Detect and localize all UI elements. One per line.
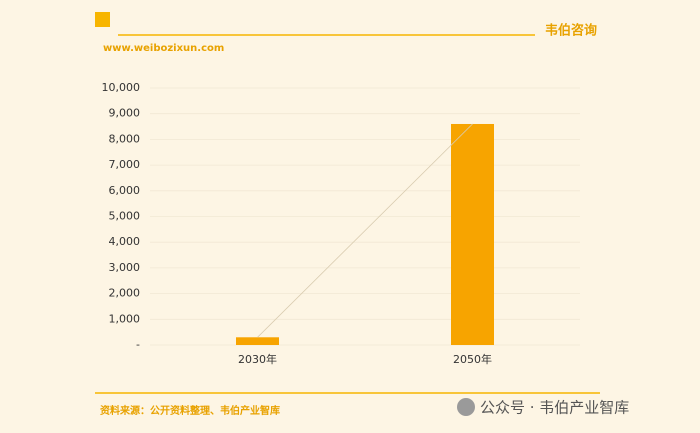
bar: [451, 123, 494, 345]
brand: 韦伯咨询: [545, 23, 597, 39]
watermark: 公众号 · 韦伯产业智库: [480, 399, 629, 417]
y-tick-label: 7,000: [109, 158, 141, 171]
site-url: www.weibozixun.com: [103, 43, 224, 54]
source-note: 资料来源：公开资料整理、韦伯产业智库: [100, 404, 280, 417]
y-tick-label: 10,000: [102, 81, 141, 94]
y-tick-label: 9,000: [109, 107, 141, 120]
y-tick-label: 6,000: [109, 184, 141, 197]
x-tick-label: 2030年: [238, 352, 277, 366]
y-tick-label: 4,000: [109, 235, 141, 248]
y-tick-label: 3,000: [109, 261, 141, 274]
plot: - 1,000 2,000 3,000 4,000 5,000 6,000 7,000 8,00…: [102, 81, 580, 366]
y-tick-label: 2,000: [109, 287, 141, 300]
x-tick-label: 2050年: [453, 352, 492, 366]
trend-line: [257, 123, 473, 338]
bar: [236, 337, 279, 345]
logo-square: [95, 12, 110, 27]
watermark-icon: [457, 398, 475, 416]
y-tick-label: 1,000: [109, 312, 141, 325]
y-tick-label: 8,000: [109, 132, 141, 145]
y-tick-label: 5,000: [109, 210, 141, 223]
y-tick-label: -: [136, 338, 140, 351]
